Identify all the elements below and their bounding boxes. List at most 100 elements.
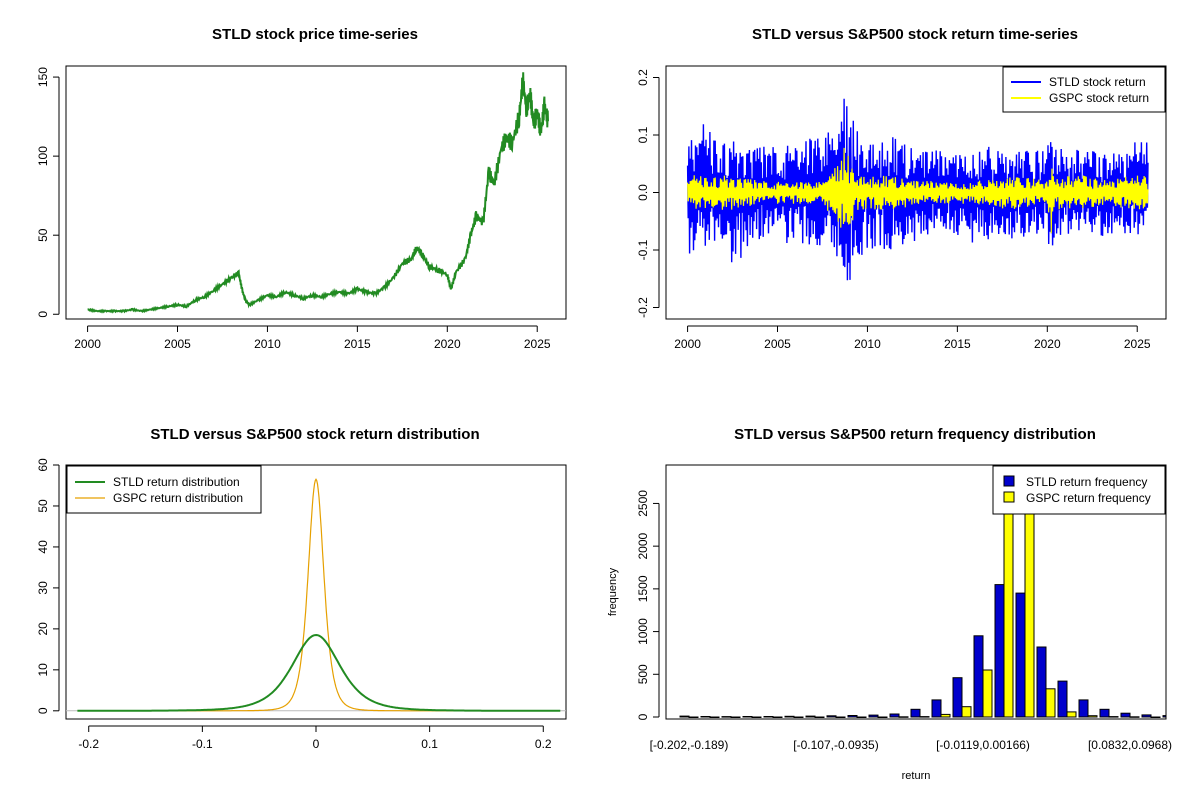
stld-hist-bar [931,699,942,718]
y-tick-label: 150 [36,67,50,87]
y-tick-label: 60 [36,458,50,472]
density-legend-stld: STLD return distribution [113,475,240,489]
hist-category-label: [-0.107,-0.0935) [793,738,878,752]
gspc-hist-bar [1129,716,1140,718]
stld-hist-bar [826,715,837,718]
gspc-stock-return-line [687,147,1149,234]
stld-hist-bar [1057,680,1068,718]
stld-hist-bar [1120,712,1131,718]
y-tick-label: -0.2 [636,297,650,318]
stld-density-curve [77,633,561,712]
gspc-hist-bar [835,716,846,718]
x-tick-label: 0.2 [535,737,552,751]
y-tick-label: 50 [36,228,50,242]
returns-legend-stld: STLD stock return [1049,75,1146,89]
x-tick-label: 2010 [254,337,281,351]
stld-hist-bar [847,715,858,718]
gspc-hist-bar [1108,716,1119,718]
hist-legend: STLD return frequency GSPC return freque… [992,465,1166,515]
stld-hist-bar [1078,699,1089,718]
x-tick-label: 2005 [164,337,191,351]
gspc-hist-bar [1003,465,1014,718]
x-tick-label: 2000 [74,337,101,351]
stld-hist-bar [868,714,879,718]
y-tick-label: 1000 [636,618,650,645]
gspc-hist-bar [940,713,951,718]
gspc-hist-bar [1087,715,1098,718]
gspc-hist-bar [1024,509,1035,718]
density-plot-frame [65,464,567,720]
x-tick-label: 0 [313,737,320,751]
hist-ylabel: frequency [607,567,619,616]
x-tick-label: 2015 [344,337,371,351]
x-tick-label: 2005 [764,337,791,351]
x-tick-label: 2025 [524,337,551,351]
y-tick-label: 0.2 [636,69,650,86]
gspc-hist-bar [814,716,825,718]
gspc-hist-bar [1066,711,1077,718]
y-tick-label: 0.0 [636,184,650,201]
x-tick-label: 2015 [944,337,971,351]
hist-category-label: [-0.202,-0.189) [650,738,729,752]
y-tick-label: 0 [36,311,50,318]
stld-price-line [87,72,549,314]
hist-plot-frame [665,464,1167,720]
gspc-hist-bar [919,716,930,718]
y-tick-label: 0.1 [636,126,650,143]
stld-hist-bar [1099,708,1110,718]
gspc-hist-bar [793,716,804,718]
stld-hist-bar [721,716,732,718]
stld-hist-bar [1036,646,1047,718]
gspc-hist-bar [856,716,867,718]
hist-xlabel: return [902,770,931,782]
stld-hist-bar [952,677,963,718]
stld-hist-bar [700,716,711,718]
x-tick-label: -0.1 [192,737,213,751]
x-tick-label: -0.2 [78,737,99,751]
stld-hist-bar [910,708,921,718]
y-tick-label: 40 [36,540,50,554]
gspc-hist-bar [1045,688,1056,718]
hist-legend-gspc: GSPC return frequency [1026,491,1151,505]
price-plot-frame [65,65,567,320]
stld-hist-bar [1184,716,1193,717]
stld-hist-bar [994,584,1005,718]
y-tick-label: 500 [636,664,650,684]
stld-hist-bar [784,715,795,718]
x-tick-label: 2020 [1034,337,1061,351]
y-tick-label: 2500 [636,490,650,517]
gspc-hist-bar [898,716,909,718]
price-chart: 2000 2005 2010 2015 2020 2025 0 50 100 150 [36,65,567,351]
stld-hist-bar [742,716,753,718]
returns-legend-gspc: GSPC stock return [1049,91,1149,105]
density-chart: -0.2 -0.1 0 0.1 0.2 0 10 20 30 40 50 60 STLD return… [36,458,567,751]
density-legend-gspc: GSPC return distribution [113,491,243,505]
y-tick-label: 0 [36,707,50,714]
gspc-hist-bar [751,716,762,718]
stld-hist-bar [1015,592,1026,718]
y-tick-label: -0.1 [636,239,650,260]
y-tick-label: 30 [36,581,50,595]
stld-hist-bar [973,635,984,718]
gspc-hist-bar [709,716,720,718]
stld-hist-bar [679,715,690,718]
hist-category-label: [0.0832,0.0968) [1088,738,1172,752]
y-tick-label: 1500 [636,575,650,602]
hist-legend-stld: STLD return frequency [1026,475,1147,489]
gspc-hist-bar [982,669,993,718]
gspc-hist-bar [1150,716,1161,718]
y-tick-label: 20 [36,622,50,636]
density-legend: STLD return distribution GSPC return dis… [66,465,262,514]
stld-hist-bar [1162,715,1166,718]
y-tick-label: 50 [36,499,50,513]
y-tick-label: 0 [636,713,650,720]
stld-hist-bar [1141,714,1152,718]
gspc-hist-bar [877,716,888,718]
gspc-hist-bar [772,716,783,718]
y-tick-label: 10 [36,663,50,677]
x-tick-label: 2010 [854,337,881,351]
gspc-hist-bar [961,706,972,718]
hist-category-label: [-0.0119,0.00166) [936,738,1030,752]
x-tick-label: 0.1 [421,737,438,751]
gspc-hist-bar [1193,717,1200,718]
